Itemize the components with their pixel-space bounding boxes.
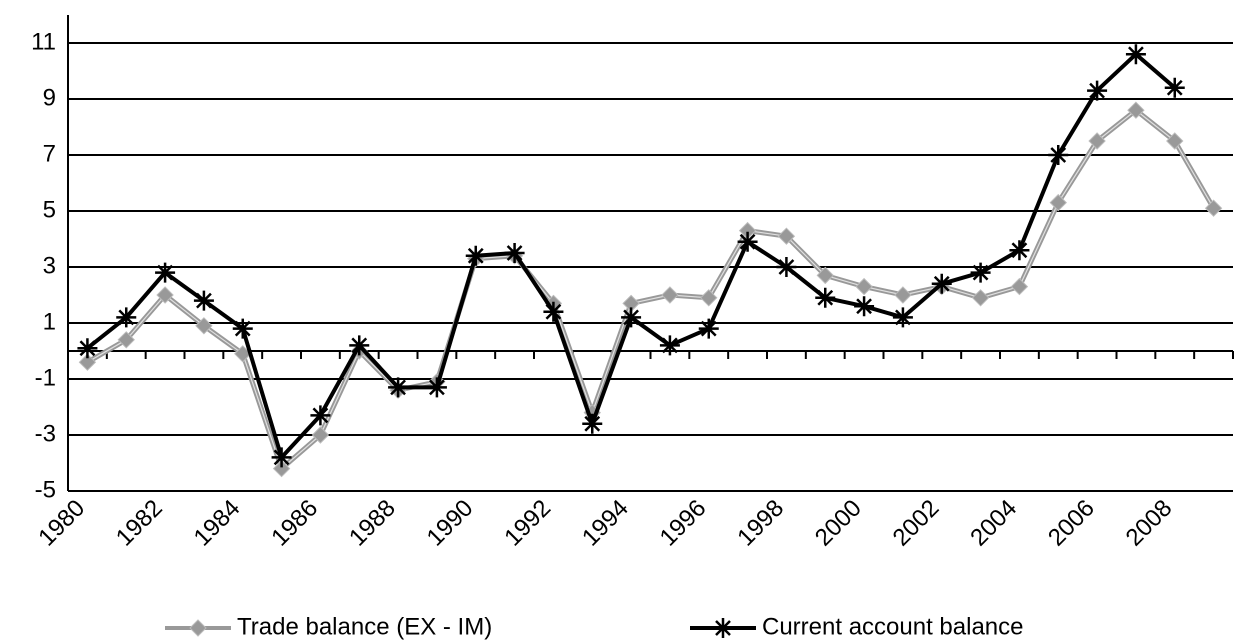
- point: [116, 307, 137, 328]
- series-line: [86, 107, 1216, 472]
- point: [349, 335, 370, 356]
- point: [1010, 277, 1029, 296]
- y-tick-label: 11: [31, 28, 56, 55]
- point: [388, 377, 409, 398]
- point: [970, 262, 991, 283]
- x-tick-label: 1982: [111, 495, 168, 552]
- point: [661, 286, 679, 304]
- point: [156, 286, 174, 304]
- x-tick-label: 2008: [1121, 495, 1178, 552]
- legend-label: Current account balance: [762, 613, 1024, 640]
- point: [737, 231, 758, 252]
- legend-marker: [189, 619, 207, 637]
- point: [155, 262, 176, 283]
- x-tick-label: 2006: [1043, 495, 1100, 552]
- x-tick-label: 1990: [422, 495, 479, 552]
- series-line: [86, 52, 1177, 460]
- point: [777, 227, 796, 245]
- point: [1088, 132, 1106, 150]
- y-tick-label: 1: [43, 308, 56, 335]
- point: [894, 286, 912, 304]
- point: [892, 307, 913, 328]
- y-tick-label: 5: [43, 196, 56, 223]
- point: [1127, 101, 1145, 119]
- x-tick-label: 1998: [732, 495, 789, 552]
- point: [855, 277, 873, 296]
- y-tick-label: -1: [35, 364, 56, 391]
- point: [504, 243, 525, 263]
- series-line-highlight: [87, 109, 1215, 470]
- point: [310, 405, 331, 426]
- point: [1164, 77, 1185, 98]
- y-tick-label: 7: [43, 140, 56, 167]
- x-tick-label: 1994: [577, 495, 634, 552]
- point: [971, 289, 990, 307]
- point: [931, 273, 952, 294]
- point: [1166, 132, 1184, 150]
- point: [77, 338, 98, 359]
- point: [1048, 145, 1069, 165]
- legend-marker: [713, 618, 733, 638]
- x-tick-label: 1992: [499, 495, 556, 552]
- y-tick-label: 9: [43, 84, 56, 111]
- y-tick-label: 3: [43, 252, 56, 279]
- point: [78, 353, 97, 371]
- point: [700, 289, 718, 307]
- point: [659, 335, 680, 356]
- point: [776, 257, 797, 277]
- point: [271, 447, 292, 468]
- point: [815, 287, 836, 308]
- y-tick-label: -3: [35, 420, 56, 447]
- x-tick-label: 2004: [965, 495, 1022, 552]
- point: [193, 290, 214, 311]
- x-tick-label: 2002: [888, 495, 945, 552]
- point: [465, 245, 486, 266]
- point: [854, 296, 875, 317]
- point: [543, 301, 564, 322]
- point: [426, 377, 447, 398]
- point: [1125, 44, 1146, 65]
- legend-label: Trade balance (EX - IM): [237, 613, 492, 640]
- point: [816, 266, 834, 285]
- point: [272, 459, 291, 478]
- point: [195, 317, 213, 335]
- x-tick-label: 1996: [655, 495, 712, 552]
- point: [311, 426, 330, 444]
- point: [698, 318, 719, 339]
- x-tick-label: 1984: [189, 495, 246, 552]
- x-tick-label: 2000: [810, 495, 867, 552]
- point: [1009, 240, 1030, 261]
- x-tick-label: 1986: [266, 495, 323, 552]
- point: [1204, 199, 1223, 217]
- point: [1087, 80, 1108, 101]
- point: [582, 413, 603, 434]
- point: [232, 318, 253, 339]
- point: [117, 331, 135, 349]
- point: [621, 307, 642, 328]
- point: [1049, 193, 1067, 212]
- y-tick-label: -5: [35, 476, 56, 503]
- x-tick-label: 1988: [344, 495, 401, 552]
